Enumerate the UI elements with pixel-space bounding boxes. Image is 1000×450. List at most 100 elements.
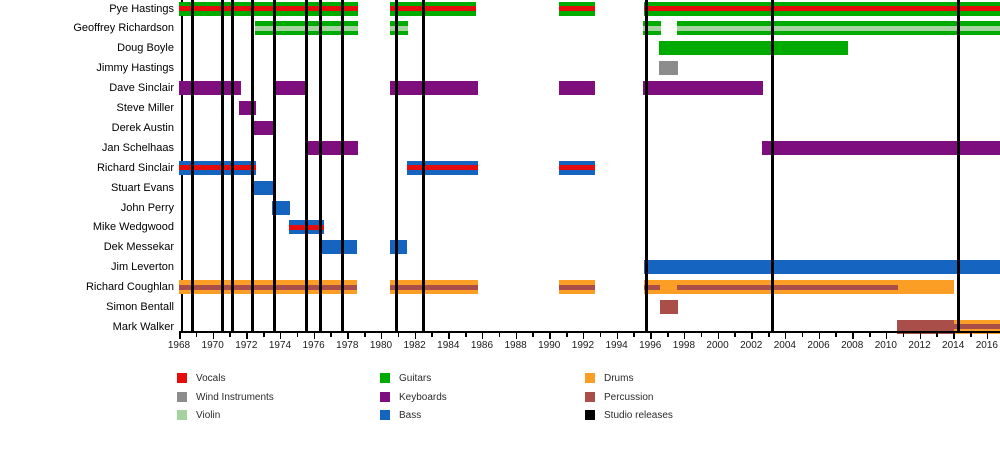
studio-release-line [956, 0, 960, 331]
legend-label: Studio releases [604, 410, 673, 421]
axis-major-tick [986, 333, 989, 339]
studio-release-line [318, 0, 322, 331]
member-label: Doug Boyle [117, 42, 174, 55]
axis-tick-label: 1984 [437, 340, 460, 351]
member-label: Richard Coughlan [85, 281, 174, 294]
axis-tick-label: 1990 [538, 340, 561, 351]
member-label: Dave Sinclair [109, 82, 174, 95]
axis-tick-label: 1972 [235, 340, 258, 351]
timeline-bar-keyboards [253, 120, 274, 135]
axis-tick-label: 2010 [874, 340, 897, 351]
member-label: Mark Walker [112, 320, 174, 333]
axis-major-tick [582, 333, 585, 339]
axis-minor-tick [498, 333, 501, 337]
member-label: Jan Schelhaas [101, 141, 174, 154]
timeline-bar-drums [390, 280, 478, 295]
axis-tick-label: 2012 [908, 340, 931, 351]
member-label: Simon Bentall [106, 301, 174, 313]
timeline-bar-keyboards [390, 81, 478, 96]
legend-label: Violin [196, 410, 221, 421]
axis-major-tick [717, 333, 720, 339]
bar-stripe-vocals [407, 165, 478, 171]
timeline-bar-guitars [659, 41, 848, 56]
bar-stripe-vocals [390, 6, 477, 11]
axis-major-tick [515, 333, 518, 339]
timeline-bar-guitars [559, 1, 595, 16]
axis-major-tick [246, 333, 248, 339]
timeline-bar-keyboards [559, 81, 595, 96]
axis-major-tick [751, 333, 753, 339]
axis-major-tick [347, 333, 349, 339]
member-label: John Perry [120, 201, 174, 214]
timeline-bar-keyboards [179, 81, 242, 96]
axis-minor-tick [869, 333, 871, 337]
axis-tick-label: 2008 [841, 340, 864, 351]
axis-major-tick [885, 333, 888, 339]
member-label: Geoffrey Richardson [73, 22, 174, 35]
studio-release-line [221, 0, 225, 331]
bar-stripe-vocals [179, 165, 257, 171]
axis-minor-tick [902, 333, 905, 337]
timeline-bar-bass [322, 240, 358, 255]
axis-minor-tick [599, 333, 602, 337]
axis-tick-label: 1976 [302, 340, 325, 351]
timeline-bar-drums [677, 280, 899, 295]
timeline-bar-bass [179, 160, 257, 175]
axis-minor-tick [195, 333, 198, 337]
axis-tick-label: 1998 [672, 340, 696, 351]
bar-stripe-violin [390, 25, 408, 31]
timeline-bar-guitars [677, 21, 1000, 36]
axis-minor-tick [330, 333, 332, 337]
axis-tick-label: 2002 [740, 340, 763, 351]
axis-major-tick [852, 333, 854, 339]
axis-minor-tick [431, 333, 433, 337]
bar-stripe-percussion [643, 284, 661, 290]
guitars-legend-swatch [380, 373, 390, 383]
studio-release-line [394, 0, 398, 331]
timeline-bar-keyboards [238, 101, 257, 115]
axis-minor-tick [835, 333, 837, 337]
bar-stripe-percussion [954, 324, 1000, 330]
axis-tick-label: 1986 [470, 340, 494, 351]
timeline-bar-bass [643, 260, 1000, 275]
axis-tick-label: 1968 [167, 340, 191, 351]
timeline-bar-drums [559, 280, 595, 295]
studio-release-line [190, 0, 194, 331]
timeline-bar-drums [643, 280, 661, 295]
drums-legend-swatch [585, 373, 595, 383]
timeline-bar-drums [660, 280, 678, 295]
studio-release-line [421, 0, 425, 331]
bass-legend-swatch [380, 410, 390, 420]
violin-legend-swatch [177, 410, 187, 420]
wind-legend-swatch [177, 391, 187, 402]
axis-major-tick [313, 333, 316, 339]
axis-major-tick [481, 333, 484, 339]
axis-major-tick [549, 333, 551, 339]
legend-label: Keyboards [399, 391, 447, 403]
axis-tick-label: 2004 [773, 340, 796, 351]
axis-tick-label: 1992 [571, 340, 595, 351]
axis-major-tick [683, 333, 686, 339]
bar-stripe-vocals [559, 6, 595, 11]
timeline-bar-percussion [896, 319, 955, 334]
bar-stripe-vocals [559, 165, 595, 171]
axis-major-tick [380, 333, 383, 339]
timeline-bar-guitars [179, 1, 359, 16]
timeline-bar-keyboards [273, 81, 307, 96]
studio-release-line [305, 0, 309, 331]
member-label: Steve Miller [116, 102, 174, 114]
timeline-bar-keyboards [762, 140, 1000, 155]
member-label: Mike Wedgwood [92, 221, 174, 234]
legend-label: Vocals [196, 373, 226, 384]
axis-minor-tick [633, 333, 635, 337]
axis-major-tick [953, 333, 955, 339]
member-label: Derek Austin [111, 121, 174, 134]
timeline-bar-drums [179, 280, 358, 295]
releases-legend-swatch [585, 410, 595, 420]
axis-minor-tick [263, 333, 265, 337]
legend-label: Guitars [399, 373, 432, 384]
axis-minor-tick [734, 333, 736, 337]
axis-major-tick [919, 333, 922, 339]
axis-tick-label: 2006 [807, 340, 830, 351]
axis-tick-label: 1996 [639, 340, 662, 351]
